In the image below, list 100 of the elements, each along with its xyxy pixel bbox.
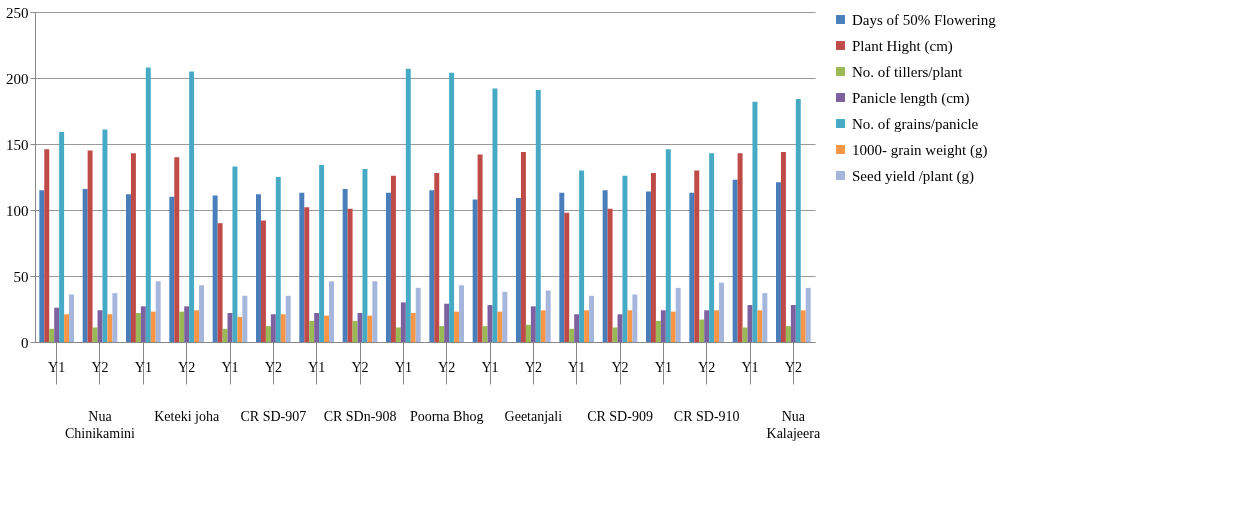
- bar: [632, 294, 638, 342]
- bar: [347, 208, 353, 342]
- x-tick-label: Y2: [784, 359, 802, 375]
- bar: [459, 285, 464, 342]
- bar: [559, 192, 565, 342]
- bar: [780, 151, 786, 342]
- bar: [362, 169, 368, 342]
- bar: [39, 190, 45, 342]
- bar: [324, 315, 330, 342]
- legend-label: Seed yield /plant (g): [852, 167, 975, 185]
- legend-label: Panicle length (cm): [852, 89, 970, 107]
- bar: [242, 295, 248, 342]
- bar: [59, 132, 65, 342]
- bar: [646, 191, 651, 342]
- bar: [189, 71, 195, 342]
- bar: [545, 290, 551, 342]
- bar: [795, 99, 801, 342]
- bar: [107, 314, 113, 342]
- bar: [285, 295, 291, 342]
- bar: [579, 170, 585, 342]
- bar: [752, 101, 758, 342]
- bar: [800, 310, 806, 342]
- bar: [732, 179, 738, 342]
- bar: [265, 326, 271, 342]
- bar: [304, 207, 310, 342]
- text: CR SD-909: [587, 409, 653, 424]
- y-tick-label: 150: [6, 136, 29, 153]
- bar: [670, 311, 676, 342]
- bar: [805, 287, 811, 342]
- bar: [256, 194, 261, 342]
- bar: [607, 208, 613, 342]
- bar: [650, 173, 656, 342]
- x-tick-label: Y2: [438, 359, 456, 375]
- bar: [49, 328, 55, 342]
- bar: [757, 310, 763, 342]
- x-tick-label: Y1: [134, 359, 152, 375]
- bar: [174, 157, 180, 342]
- bar: [150, 311, 156, 342]
- bar: [217, 223, 223, 342]
- bar: [434, 173, 440, 342]
- bar: [535, 89, 541, 342]
- bar: [449, 72, 455, 342]
- bar: [87, 150, 93, 342]
- bar: [319, 165, 325, 342]
- bar: [492, 88, 498, 342]
- bar: [742, 327, 748, 342]
- y-tick-label: 200: [6, 70, 29, 87]
- bar: [140, 306, 146, 342]
- bar: [704, 310, 710, 342]
- bar: [622, 175, 628, 342]
- legend-label: Days of 50% Flowering: [852, 11, 997, 28]
- bar: [82, 188, 88, 342]
- bar: [540, 310, 546, 342]
- bar: [530, 306, 536, 342]
- legend-label: No. of grains/panicle: [852, 115, 979, 132]
- bar: [352, 320, 358, 342]
- bar: [502, 291, 508, 342]
- bar: [280, 314, 286, 342]
- bar: [627, 310, 633, 342]
- bar: [675, 287, 681, 342]
- bar: [497, 311, 503, 342]
- bar: [689, 192, 695, 342]
- text: Keteki joha: [154, 409, 220, 424]
- bar: [64, 314, 70, 342]
- text: CR SD-907: [240, 409, 307, 424]
- x-tick-label: Y2: [524, 359, 542, 375]
- bar: [329, 281, 334, 342]
- bar: [737, 153, 743, 342]
- bar: [309, 320, 315, 342]
- bar: [569, 328, 575, 342]
- bar: [612, 327, 618, 342]
- bar: [655, 320, 661, 342]
- bar: [145, 67, 151, 342]
- legend-label: Plant Hight (cm): [852, 37, 953, 55]
- x-tick-label: Y1: [741, 359, 759, 375]
- text: Geetanjali: [504, 409, 563, 424]
- bar: [415, 287, 421, 342]
- bar: [785, 326, 791, 342]
- bar: [44, 149, 50, 342]
- bar: [126, 194, 131, 342]
- bar: [482, 326, 488, 342]
- text: Nua Kalajeera: [766, 409, 821, 441]
- x-tick-label: Y2: [264, 359, 282, 375]
- bar: [270, 314, 276, 342]
- x-tick-label: Y2: [178, 359, 196, 375]
- bar: [299, 192, 305, 342]
- bar: [400, 302, 406, 342]
- bar: [694, 170, 700, 342]
- bar: [232, 166, 238, 342]
- bar: [112, 293, 118, 342]
- bar: [564, 212, 570, 342]
- bar: [429, 190, 435, 342]
- legend-label: No. of tillers/plant: [852, 63, 964, 80]
- x-tick-label: Y1: [481, 359, 499, 375]
- x-tick-label: Y2: [698, 359, 716, 375]
- bar: [516, 198, 521, 342]
- bar: [184, 306, 190, 342]
- bar: [477, 154, 483, 342]
- bar: [719, 282, 724, 342]
- bar: [589, 295, 594, 342]
